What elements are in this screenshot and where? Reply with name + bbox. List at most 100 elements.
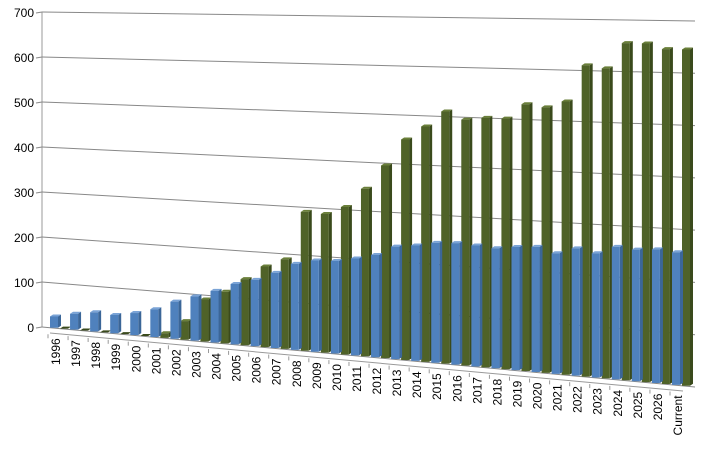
bar-series1-2005 [230,282,242,345]
bar-series1-2025 [631,247,643,382]
y-tick-mark [35,101,43,104]
bar-series1-2006 [250,277,262,347]
bar-series1-2014 [411,243,423,361]
bar-series1-2016 [451,241,463,365]
y-tick-mark [35,191,43,194]
bar-series1-2026 [651,247,663,384]
bar-series2-2015 [441,109,453,364]
bar-series1-2007 [270,270,282,349]
bar-series1-1997 [70,311,82,330]
bar-series1-2004 [210,288,222,343]
y-tick-label: 200 [14,231,34,245]
bar-series2-2019 [521,102,533,372]
x-tick-label: 2012 [370,367,384,394]
x-tick-label: 2022 [571,386,585,413]
x-tick-label: 2002 [169,349,183,376]
bar-series1-2002 [170,299,182,339]
bar-series1-1999 [110,312,122,334]
bar-series1-2024 [611,244,623,380]
bar-series2-2026 [661,47,673,384]
x-tick-label: 2013 [390,369,404,396]
bar-series1-2012 [371,253,383,358]
x-tick-label: 2003 [189,351,203,378]
gridline-600 [41,56,696,74]
bar-series2-2017 [481,115,493,368]
bar-series1-2000 [130,311,142,336]
bar-series2-2021 [561,99,573,375]
bar-series2-2012 [381,163,393,359]
x-tick-label: 2024 [611,390,625,417]
bar-series2-1999 [120,332,132,335]
bar-series2-2023 [601,66,613,379]
y-tick-label: 500 [14,96,34,110]
bar-series1-2009 [310,258,322,352]
bar-series1-2010 [330,258,342,354]
bar-series1-2023 [591,251,603,378]
gridline-400 [41,146,696,179]
x-tick-label: 1998 [89,342,103,369]
bar-series1-2017 [471,243,483,367]
bar-series2-2014 [421,124,433,362]
bar-series2-2000 [140,334,152,337]
bar-series2-2005 [240,277,252,346]
bar-series2-1998 [100,330,112,333]
x-tick-label: 2005 [230,355,244,382]
bar-series2-2009 [320,212,332,353]
y-tick-mark [35,146,43,149]
bar-series1-2019 [511,245,523,371]
bar-series1-1998 [90,310,102,332]
x-tick-label: 2014 [410,371,424,398]
x-tick-label: 2025 [631,391,645,418]
bar-series1-2013 [391,244,403,360]
bar-series1-Current [672,250,683,385]
x-tick-label: 1996 [49,338,63,365]
x-tick-label: 2008 [290,360,304,387]
bar-series2-2004 [220,289,232,344]
y-tick-label: 600 [14,51,34,65]
bar-series2-Current [682,47,693,386]
bar-series2-1996 [60,326,71,329]
x-tick-label: 2016 [450,375,464,402]
bar-series2-2020 [541,105,553,373]
y-tick-mark [35,11,43,14]
y-tick-mark [35,281,43,284]
x-tick-label: 2006 [250,356,264,383]
x-axis-line [49,332,684,392]
bar-series1-2020 [531,244,543,372]
bar-series2-2013 [401,137,413,360]
x-tick-label: 2021 [551,384,565,411]
bar-series2-2016 [461,117,473,366]
x-tick-label: 1999 [109,343,123,370]
bar-series2-2024 [621,41,633,381]
y-tick-mark [35,236,43,239]
x-tick-label: 2023 [591,388,605,415]
bar-series1-2021 [551,251,563,374]
bar-series2-2008 [300,209,312,351]
x-tick-label: 2017 [470,377,484,404]
y-tick-label: 0 [27,321,34,335]
bar-series1-1996 [50,314,61,328]
y-tick-label: 300 [14,186,34,200]
x-tick-label: 2018 [490,379,504,406]
x-tick-label: 2004 [210,353,224,380]
bar-series2-2018 [501,116,513,370]
bar-series2-2003 [200,297,212,342]
bar-series2-2007 [280,257,292,349]
bar-series1-2015 [431,240,443,363]
gridline-700 [41,11,696,22]
bar-series1-2003 [190,294,202,341]
bar-series2-2010 [340,205,352,355]
bar-series1-2008 [290,261,302,350]
x-tick-label: 2015 [430,373,444,400]
x-tick-label: 2007 [270,358,284,385]
bar-series1-2011 [350,256,362,356]
bar-series2-2025 [641,41,653,383]
y-tick-label: 700 [14,6,34,20]
bar-series2-2001 [160,331,172,338]
bar-series1-2022 [571,246,583,376]
x-tick-label: 2019 [510,380,524,407]
y-tick-mark [35,326,43,329]
bar-series2-2006 [260,264,272,348]
